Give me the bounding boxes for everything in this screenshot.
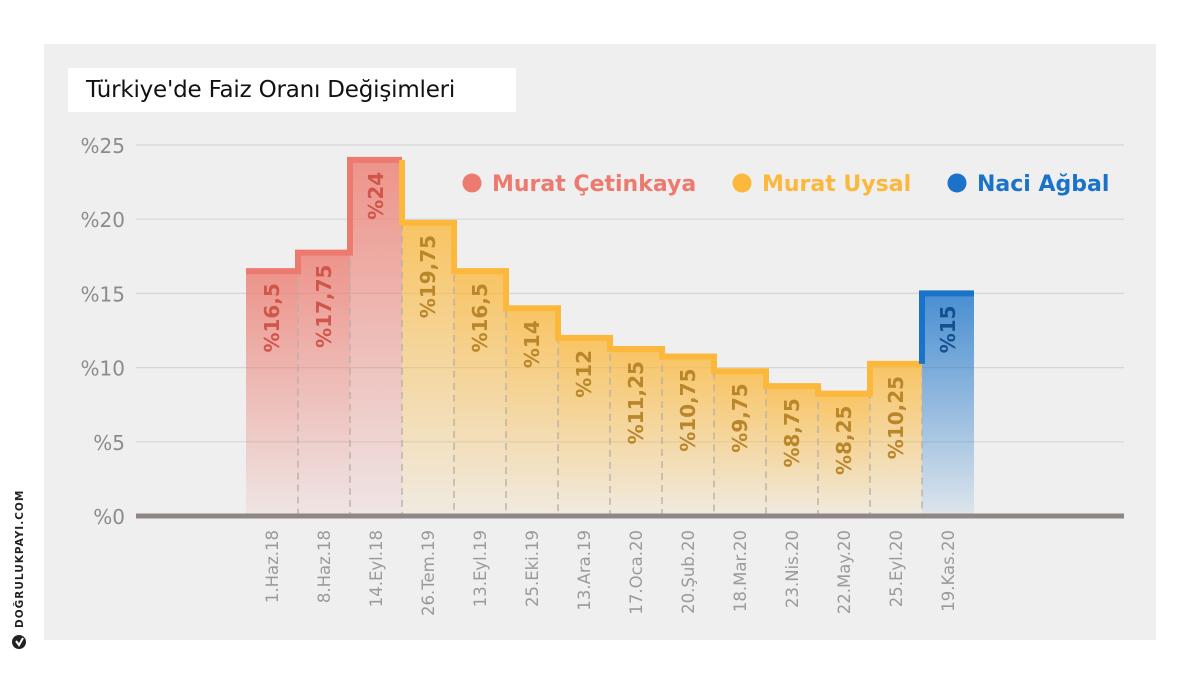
x-tick-label: 26.Tem.19 (419, 530, 438, 616)
legend: Murat Çetinkaya Murat Uysal Naci Ağbal (462, 172, 1109, 197)
bar (870, 363, 922, 516)
step-line (919, 290, 974, 364)
bar (818, 393, 870, 516)
bars (246, 159, 974, 516)
data-label: %8,25 (832, 406, 856, 475)
x-tick-label: 17.Oca.20 (627, 530, 646, 615)
data-label: %10,25 (884, 376, 908, 459)
bar (558, 337, 610, 516)
step-line (399, 159, 922, 397)
x-tick-label: 20.Şub.20 (679, 530, 698, 614)
legend-label: Murat Çetinkaya (492, 172, 696, 197)
y-tick-label: %25 (81, 134, 125, 158)
y-tick-label: %5 (93, 431, 125, 455)
data-label: %17,75 (312, 265, 336, 348)
legend-item: Murat Uysal (732, 172, 911, 197)
bar (506, 308, 558, 516)
dogrulukpayi-logo-icon (12, 635, 26, 649)
x-tick-label: 25.Eki.19 (523, 530, 542, 607)
legend-label: Murat Uysal (762, 172, 911, 197)
data-label: %24 (364, 172, 388, 220)
bar (454, 271, 506, 516)
x-tick-label: 13.Ara.19 (575, 530, 594, 611)
data-label: %15 (936, 305, 960, 353)
legend-marker (732, 173, 752, 193)
data-label: %12 (572, 350, 596, 398)
bar (766, 386, 818, 516)
y-axis: %0 %5 %10 %15 %20 %25 (81, 134, 125, 529)
x-tick-label: 14.Eyl.18 (367, 530, 386, 607)
x-tick-label: 22.May.20 (835, 530, 854, 614)
bar (350, 159, 402, 516)
baseline (136, 513, 1124, 519)
step-line (246, 156, 402, 275)
chart-title: Türkiye'de Faiz Oranı Değişimleri (86, 77, 456, 103)
bar (922, 293, 974, 516)
x-tick-label: 19.Kas.20 (939, 530, 958, 612)
y-tick-label: %20 (81, 208, 125, 232)
legend-item: Murat Çetinkaya (462, 172, 696, 197)
data-label: %8,75 (780, 398, 804, 467)
legend-item: Naci Ağbal (947, 172, 1109, 197)
bar (246, 271, 298, 516)
data-labels: %16,5 %17,75 %24 %19,75 %16,5 %14 %12 %11,25 %10… (260, 172, 960, 475)
bar (298, 252, 350, 516)
legend-label: Naci Ağbal (977, 172, 1109, 197)
bar (714, 371, 766, 516)
legend-marker (947, 173, 967, 193)
step-lines (246, 156, 974, 397)
x-axis: 1.Haz.18 8.Haz.18 14.Eyl.18 26.Tem.19 13.Eyl… (263, 530, 958, 616)
bar (662, 356, 714, 516)
y-tick-label: %0 (93, 505, 125, 529)
x-tick-label: 18.Mar.20 (731, 530, 750, 612)
x-tick-label: 1.Haz.18 (263, 530, 282, 603)
data-label: %9,75 (728, 383, 752, 452)
data-label: %14 (520, 320, 544, 368)
x-axis-line (136, 513, 1124, 519)
bar (402, 222, 454, 516)
chart-title-box: Türkiye'de Faiz Oranı Değişimleri (68, 68, 516, 112)
brand-name: DOĞRULUKPAYI.COM (13, 490, 26, 628)
data-label: %10,75 (676, 368, 700, 451)
legend-marker (462, 173, 482, 193)
x-tick-label: 8.Haz.18 (315, 530, 334, 603)
data-label: %19,75 (416, 235, 440, 318)
x-tick-label: 13.Eyl.19 (471, 530, 490, 607)
data-label: %16,5 (468, 283, 492, 352)
x-tick-label: 25.Eyl.20 (887, 530, 906, 607)
data-label: %11,25 (624, 361, 648, 444)
data-label: %16,5 (260, 283, 284, 352)
bar (610, 349, 662, 516)
y-tick-label: %10 (81, 357, 125, 381)
bar-dividers (297, 163, 923, 516)
brand-watermark: DOĞRULUKPAYI.COM (8, 420, 30, 660)
y-tick-label: %15 (81, 282, 125, 306)
x-tick-label: 23.Nis.20 (783, 530, 802, 608)
